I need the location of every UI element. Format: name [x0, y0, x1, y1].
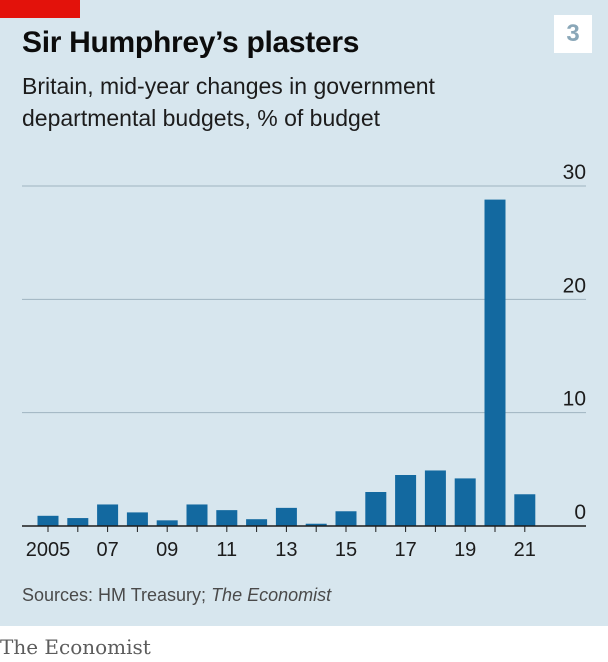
source-note: Sources: HM Treasury; The Economist	[22, 585, 331, 606]
bar	[275, 507, 297, 526]
x-tick-label: 15	[335, 539, 357, 561]
bar	[97, 504, 119, 526]
brand-red-tag	[0, 0, 80, 18]
bar	[365, 492, 387, 526]
bar	[246, 519, 268, 526]
x-tick-label: 2005	[26, 539, 71, 561]
source-publication: The Economist	[211, 585, 332, 605]
bar	[514, 494, 536, 526]
bar	[186, 504, 208, 526]
y-tick-label: 30	[563, 161, 586, 184]
chart-title: Sir Humphrey’s plasters	[22, 26, 360, 59]
bar-chart: 0 10 20 30 2005 07 09 11 13 15 17 19 21	[22, 161, 586, 561]
x-tick-label: 07	[96, 539, 118, 561]
bar	[305, 523, 327, 526]
bar	[37, 515, 59, 526]
bar	[156, 520, 178, 526]
brand-wordmark: The Economist	[0, 635, 151, 659]
bar	[216, 510, 238, 526]
bar	[395, 475, 417, 526]
chart-number-badge: 3	[554, 15, 592, 53]
bar	[67, 518, 89, 526]
x-tick-label: 09	[156, 539, 178, 561]
bar	[484, 199, 506, 526]
chart-subtitle: Britain, mid-year changes in government …	[22, 73, 435, 131]
bar	[126, 512, 148, 526]
y-tick-label: 0	[574, 501, 586, 524]
x-tick-label: 21	[514, 539, 536, 561]
x-tick-label: 11	[216, 539, 237, 561]
y-tick-label: 10	[563, 388, 586, 411]
source-prefix: Sources: HM Treasury;	[22, 585, 212, 605]
x-tick-label: 19	[454, 539, 476, 561]
x-tick-label: 17	[394, 539, 416, 561]
x-tick-label: 13	[275, 539, 297, 561]
bar	[335, 511, 357, 526]
bar	[424, 470, 446, 526]
bar	[454, 478, 476, 526]
y-tick-label: 20	[563, 274, 586, 297]
